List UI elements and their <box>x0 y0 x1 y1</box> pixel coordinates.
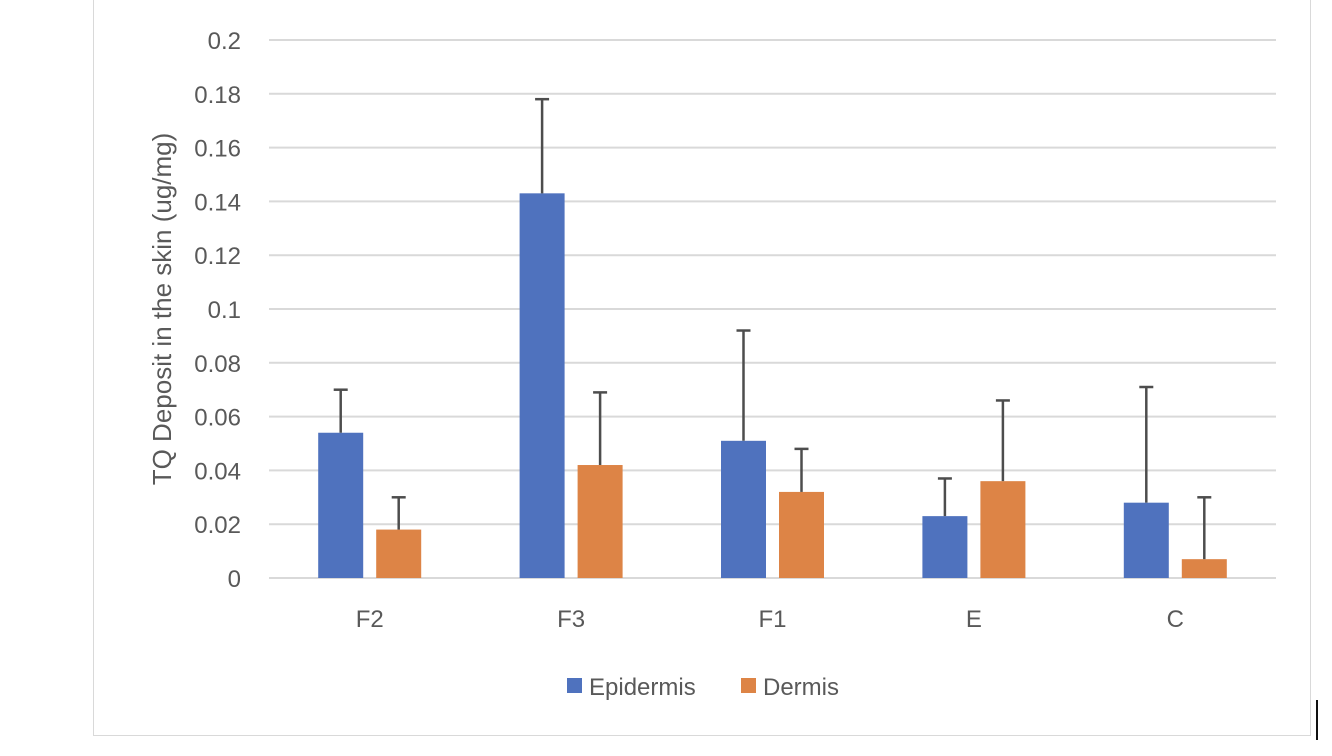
bar-epidermis-f3 <box>519 193 565 578</box>
x-tick-label: F3 <box>557 606 585 633</box>
y-tick-label: 0.12 <box>194 243 241 270</box>
bar-epidermis-c <box>1123 502 1169 578</box>
legend-label-dermis: Dermis <box>763 674 839 701</box>
bar-epidermis-e <box>922 516 968 578</box>
y-tick-label: 0.02 <box>194 512 241 539</box>
bar-epidermis-f2 <box>318 432 364 578</box>
y-tick-label: 0.2 <box>208 28 241 55</box>
bar-dermis-f2 <box>376 529 422 578</box>
x-axis-ticks: F2 F3 F1 E C <box>356 606 1184 633</box>
bars <box>318 193 1227 578</box>
y-tick-label: 0.18 <box>194 82 241 109</box>
bar-dermis-f3 <box>577 465 623 578</box>
bar-dermis-c <box>1181 559 1227 578</box>
bar-dermis-f1 <box>779 491 824 578</box>
edge-marker <box>1316 700 1318 740</box>
x-tick-label: F2 <box>356 606 384 633</box>
x-tick-label: F1 <box>758 606 786 633</box>
bar-dermis-e <box>980 481 1026 578</box>
legend-swatch-epidermis <box>567 678 582 693</box>
legend-label-epidermis: Epidermis <box>589 674 696 701</box>
error-bars <box>333 97 1212 560</box>
y-tick-label: 0.16 <box>194 136 241 163</box>
y-axis-ticks: 0 0.02 0.04 0.06 0.08 0.1 0.12 0.14 0.16 0.18 0.2 <box>194 28 241 593</box>
legend-swatch-dermis <box>741 678 756 693</box>
gridlines <box>269 39 1276 579</box>
y-tick-label: 0.04 <box>194 458 241 485</box>
y-tick-label: 0 <box>228 566 241 593</box>
y-tick-label: 0.06 <box>194 405 241 432</box>
y-tick-label: 0.1 <box>208 297 241 324</box>
x-tick-label: E <box>966 606 982 633</box>
x-tick-label: C <box>1167 606 1184 633</box>
y-tick-label: 0.08 <box>194 351 241 378</box>
chart-frame <box>93 0 1311 736</box>
y-axis-title: TQ Deposit in the skin (ug/mg) <box>147 133 177 486</box>
bar-epidermis-f1 <box>721 440 766 578</box>
legend: Epidermis Dermis <box>567 674 839 701</box>
y-tick-label: 0.14 <box>194 189 241 216</box>
